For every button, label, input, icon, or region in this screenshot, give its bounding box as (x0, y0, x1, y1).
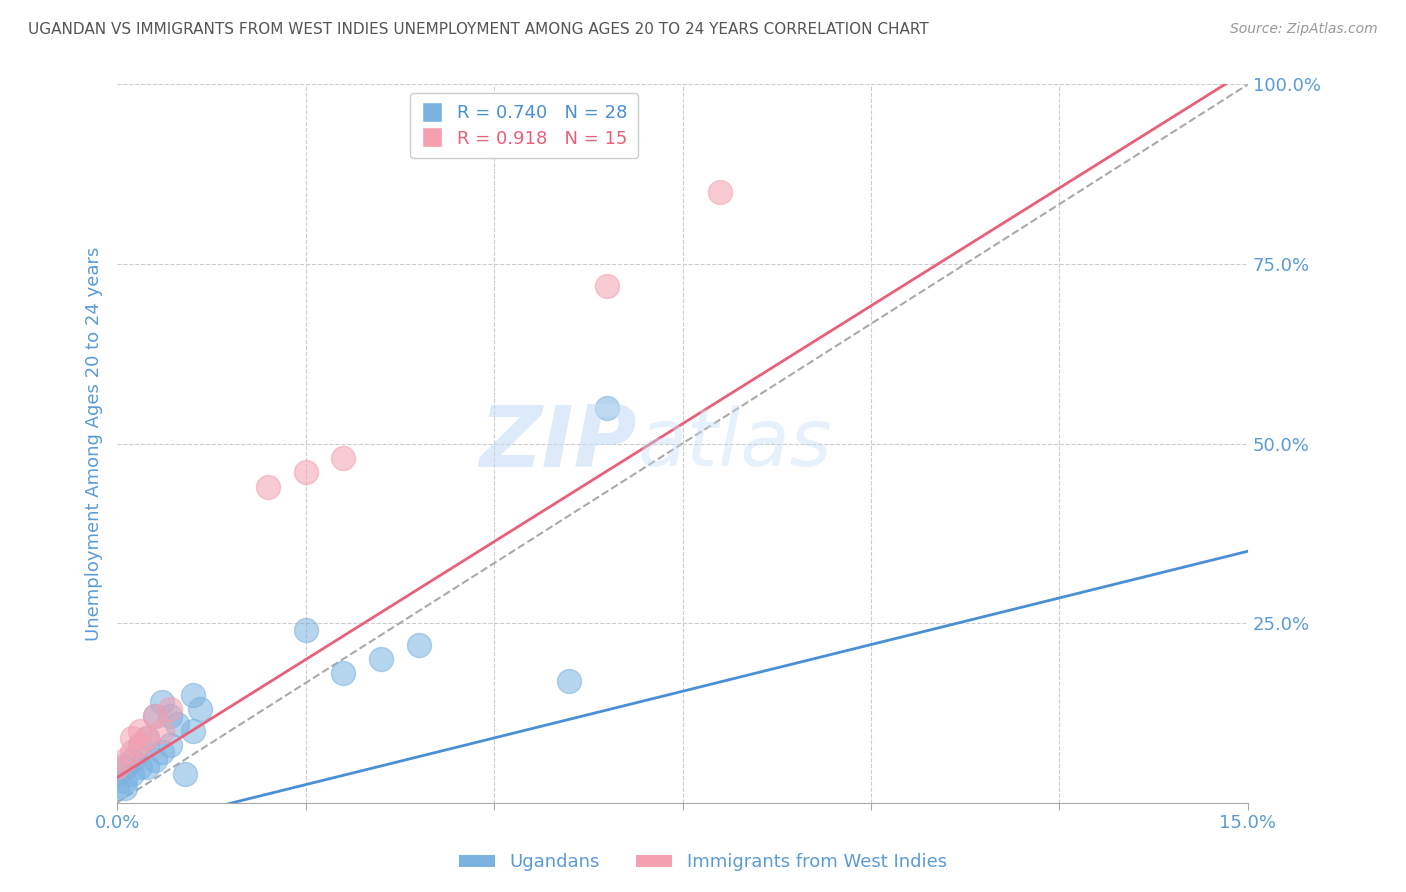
Point (121, 731, 143, 745)
Point (159, 738, 181, 752)
Point (188, 702, 211, 716)
Point (166, 716, 188, 731)
Point (181, 723, 204, 738)
Point (136, 731, 159, 745)
Point (114, 774, 136, 789)
Legend: Ugandans, Immigrants from West Indies: Ugandans, Immigrants from West Indies (451, 847, 955, 879)
Y-axis label: Unemployment Among Ages 20 to 24 years: Unemployment Among Ages 20 to 24 years (86, 246, 103, 640)
Point (159, 702, 181, 716)
Point (152, 745, 174, 759)
Point (143, 709, 166, 723)
Point (596, 278, 619, 293)
Point (105, 767, 128, 781)
Point (105, 760, 128, 774)
Point (408, 638, 430, 652)
Text: atlas: atlas (637, 404, 832, 483)
Point (114, 752, 136, 766)
Point (152, 723, 174, 738)
Point (558, 673, 581, 688)
Point (709, 185, 731, 199)
Text: ZIP: ZIP (479, 402, 637, 485)
Point (332, 450, 354, 465)
Point (174, 767, 197, 781)
Text: UGANDAN VS IMMIGRANTS FROM WEST INDIES UNEMPLOYMENT AMONG AGES 20 TO 24 YEARS CO: UGANDAN VS IMMIGRANTS FROM WEST INDIES U… (28, 22, 929, 37)
Point (596, 401, 619, 415)
Point (143, 709, 166, 723)
Point (332, 666, 354, 681)
Point (294, 624, 316, 638)
Point (105, 781, 128, 796)
Point (128, 738, 150, 752)
Legend: R = 0.740   N = 28, R = 0.918   N = 15: R = 0.740 N = 28, R = 0.918 N = 15 (411, 94, 638, 159)
Point (121, 745, 143, 759)
Point (143, 752, 166, 766)
Point (136, 760, 159, 774)
Point (136, 731, 159, 745)
Point (370, 652, 392, 666)
Point (294, 465, 316, 479)
Point (128, 760, 150, 774)
Point (181, 688, 204, 702)
Text: Source: ZipAtlas.com: Source: ZipAtlas.com (1230, 22, 1378, 37)
Point (257, 480, 280, 494)
Point (128, 738, 150, 752)
Point (114, 760, 136, 774)
Point (121, 752, 143, 766)
Point (152, 695, 174, 709)
Point (121, 767, 143, 781)
Point (128, 723, 150, 738)
Point (159, 709, 181, 723)
Point (114, 781, 136, 796)
